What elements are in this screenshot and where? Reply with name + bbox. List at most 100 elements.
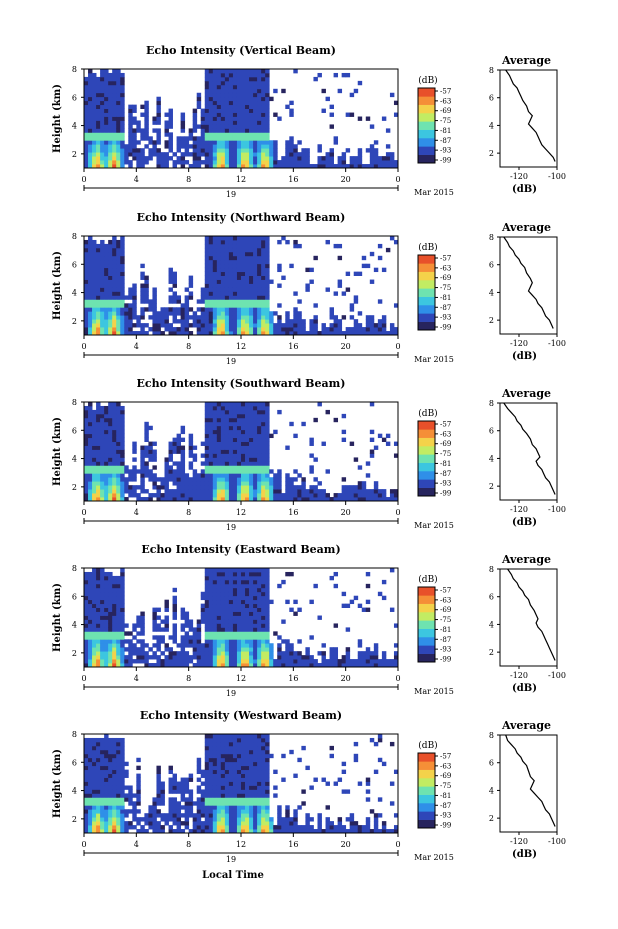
heatmap-cell (224, 104, 230, 109)
heatmap-cell (192, 825, 198, 830)
heatmap-cell (236, 279, 242, 284)
heatmap-cell (104, 116, 109, 121)
heatmap-cell (236, 331, 242, 336)
heatmap-cell (253, 655, 258, 660)
heatmap-cell (236, 473, 242, 478)
heatmap-cell (236, 825, 242, 830)
heatmap-cell (88, 627, 93, 632)
heatmap-cell (241, 449, 246, 454)
heatmap-cell (88, 773, 93, 778)
heatmap-cell (128, 809, 133, 814)
heatmap-cell (112, 753, 117, 759)
heatmap-cell (285, 477, 290, 482)
heatmap-cell (124, 327, 129, 332)
heatmap-cell (96, 148, 101, 153)
heatmap-cell (136, 781, 141, 786)
heatmap-cell (140, 829, 145, 834)
heatmap-cell (232, 152, 238, 157)
x-tick-label: 0 (81, 674, 86, 683)
heatmap-cell (112, 251, 117, 257)
heatmap-cell (261, 136, 266, 141)
heatmap-cell (112, 239, 117, 245)
heatmap-cell (216, 817, 222, 822)
heatmap-cell (112, 737, 117, 743)
heatmap-cell (249, 243, 254, 249)
heatmap-cell (232, 623, 238, 628)
heatmap-cell (273, 481, 278, 486)
heatmap-cell (261, 311, 266, 316)
heatmap-cell (241, 112, 246, 117)
heatmap-cells (84, 734, 399, 834)
heatmap-cell (257, 100, 262, 106)
heatmap-cell (108, 477, 113, 482)
heatmap-cell (204, 92, 210, 98)
heatmap-cell (249, 259, 254, 265)
heatmap-cell (232, 295, 238, 300)
heatmap-cell (144, 287, 149, 292)
heatmap-cell (241, 425, 246, 431)
heatmap-cell (216, 469, 222, 474)
heatmap-cell (92, 599, 97, 605)
heatmap-cell (116, 267, 121, 273)
heatmap-cell (100, 88, 105, 94)
heatmap-cell (224, 765, 230, 771)
heatmap-cell (84, 777, 89, 782)
heatmap-cell (108, 761, 113, 767)
heatmap-cell (265, 287, 270, 292)
heatmap-cell (257, 243, 262, 249)
heatmap-cell (297, 651, 302, 656)
heatmap-cell (196, 805, 202, 810)
y-tick-label: 6 (72, 93, 77, 102)
heatmap-cell (224, 319, 230, 324)
heatmap-cell (261, 92, 266, 98)
heatmap-cell (108, 243, 113, 249)
heatmap-cell (393, 623, 399, 628)
heatmap-cell (140, 136, 145, 141)
heatmap-cell (265, 255, 270, 261)
heatmap-cell (293, 323, 298, 328)
heatmap-cell (249, 627, 254, 632)
heatmap-cell (381, 595, 387, 601)
heatmap-cell (208, 402, 214, 407)
heatmap-cell (196, 100, 202, 106)
heatmap-cell (228, 813, 234, 818)
heatmap-cell (88, 777, 93, 782)
heatmap-cell (224, 777, 230, 782)
heatmap-cell (184, 303, 190, 308)
heatmap-cell (204, 607, 210, 612)
heatmap-cell (257, 413, 262, 419)
heatmap-cell (224, 255, 230, 261)
heatmap-cell (96, 461, 101, 466)
heatmap-cell (96, 825, 101, 830)
heatmap-cell (100, 457, 105, 462)
heatmap-cell (88, 587, 93, 593)
heatmap-cell (200, 773, 206, 778)
heatmap-cell (289, 493, 294, 498)
heatmap-cell (148, 299, 153, 304)
heatmap-cell (297, 639, 302, 644)
heatmap-cell (108, 631, 113, 636)
heatmap-cell (100, 599, 105, 605)
heatmap-cell (285, 140, 290, 145)
heatmap-cell (120, 579, 125, 585)
heatmap-cell (241, 136, 246, 141)
heatmap-cell (196, 769, 202, 774)
heatmap-cell (393, 441, 399, 446)
heatmap-cell (345, 164, 351, 169)
heatmap-cell (349, 441, 355, 446)
heatmap-cell (245, 805, 250, 810)
heatmap-cell (236, 773, 242, 778)
heatmap-cell (196, 96, 202, 102)
heatmap-cell (204, 323, 210, 328)
heatmap-cell (212, 765, 218, 771)
heatmap-cell (88, 591, 93, 597)
heatmap-cell (172, 639, 177, 644)
heatmap-cell (317, 156, 322, 161)
heatmap-cell (168, 777, 173, 782)
heatmap-cell (261, 144, 266, 149)
heatmap-cell (104, 453, 109, 458)
heatmap-cell (269, 148, 274, 153)
heatmap-cell (180, 469, 186, 474)
heatmap-cell (112, 104, 117, 109)
heatmap-cell (208, 236, 214, 241)
